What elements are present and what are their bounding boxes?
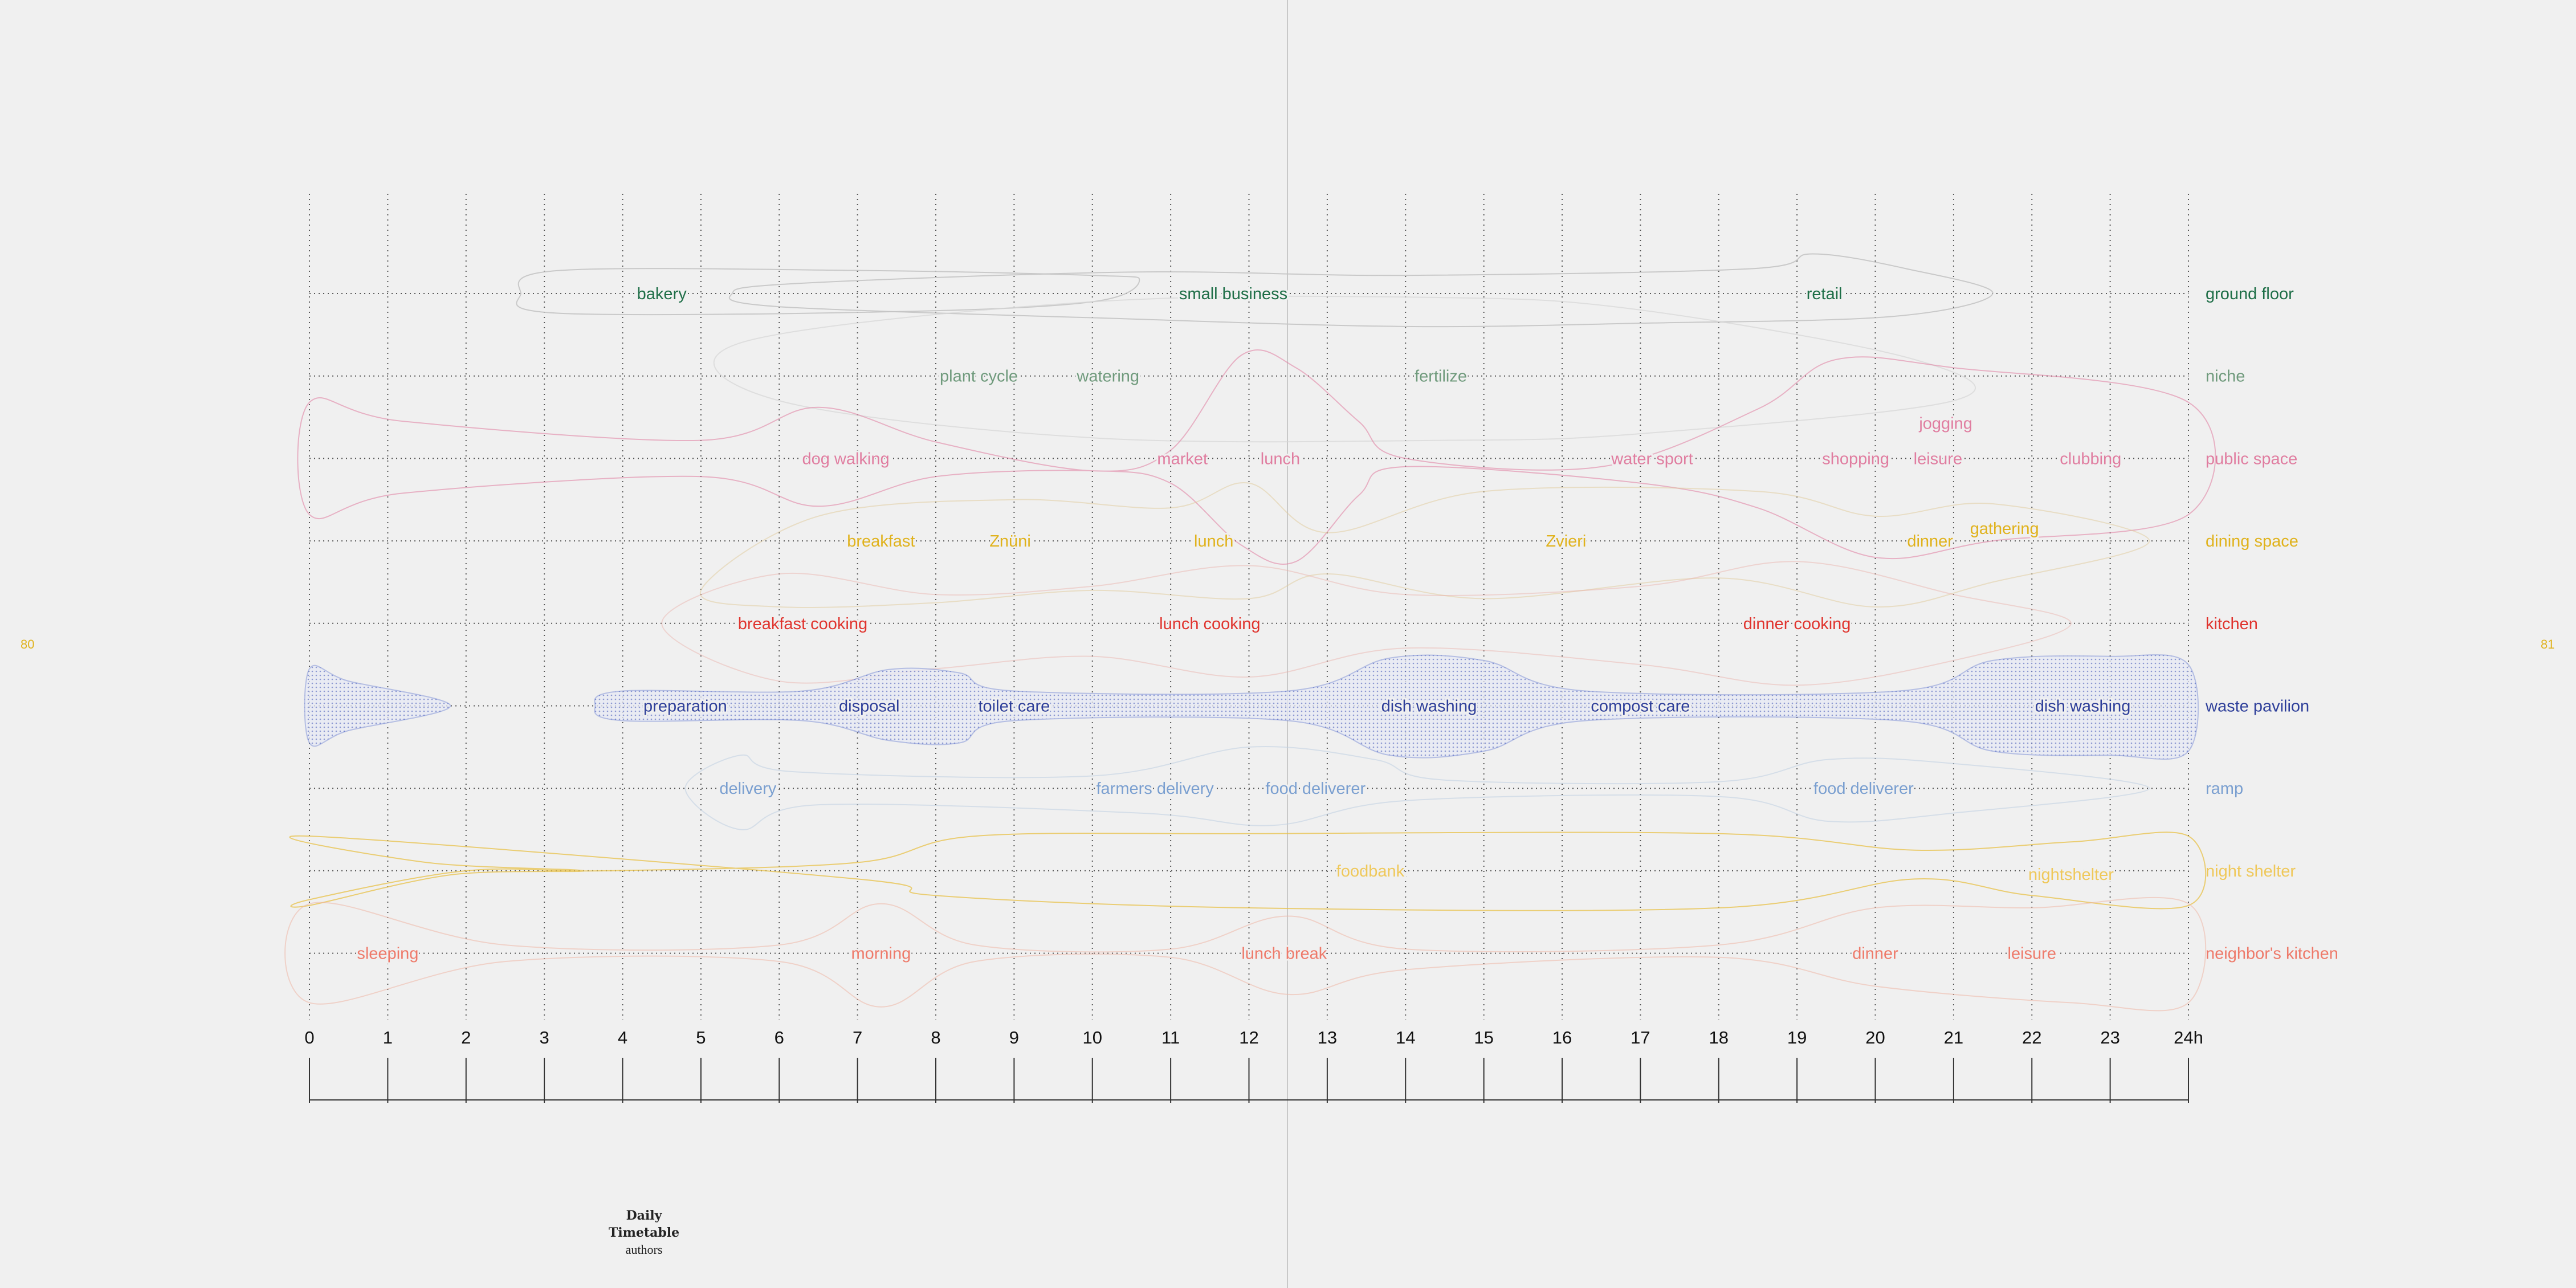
hour-gridlines: [309, 194, 2189, 1020]
activity-label: dog walking: [802, 450, 889, 468]
hour-tick-label: 9: [1009, 1028, 1019, 1047]
activity-label: jogging: [1918, 414, 1972, 433]
hour-tick-label: 5: [696, 1028, 706, 1047]
band-waste_pavilion: [304, 665, 451, 747]
activity-label: Zvieri: [1546, 532, 1586, 551]
row-label: waste pavilion: [2205, 698, 2309, 716]
row-label: ramp: [2206, 780, 2243, 798]
row-label: ground floor: [2206, 285, 2294, 303]
hour-tick-label: 10: [1083, 1028, 1102, 1047]
row-labels: ground floor niche public space dining spac…: [2205, 285, 2338, 963]
hour-tick-label: 4: [618, 1028, 627, 1047]
band-dining_space: [699, 482, 2150, 608]
hour-tick-label: 19: [1787, 1028, 1807, 1047]
activity-label: leisure: [2008, 945, 2056, 963]
hour-tick-label: 21: [1944, 1028, 1963, 1047]
hour-tick-label: 14: [1396, 1028, 1415, 1047]
band-niche: [713, 295, 1976, 443]
band-waste_pavilion_main: [594, 654, 2199, 760]
activity-label: dinner: [1852, 945, 1898, 963]
activity-label: watering: [1076, 368, 1139, 386]
activity-label: dish washing: [2035, 698, 2131, 716]
activity-label: dish washing: [1381, 698, 1477, 716]
activity-label: small business: [1179, 285, 1287, 303]
activity-label: market: [1157, 450, 1208, 468]
activity-bands: [284, 253, 2216, 1012]
activity-label: preparation: [643, 698, 727, 716]
row-label: night shelter: [2206, 862, 2296, 881]
hour-tick-label: 23: [2100, 1028, 2120, 1047]
activity-label: food deliverer: [1813, 780, 1914, 798]
hour-tick-label: 16: [1552, 1028, 1572, 1047]
activity-label: breakfast: [847, 532, 915, 551]
activity-label: dinner cooking: [1743, 615, 1851, 633]
row-label: kitchen: [2206, 615, 2258, 633]
activity-label: food deliverer: [1265, 780, 1366, 798]
hour-tick-label: 22: [2022, 1028, 2041, 1047]
activity-label: lunch: [1194, 532, 1233, 551]
band-neighbors_kitchen: [284, 896, 2207, 1012]
activity-label: Znüni: [989, 532, 1031, 551]
hour-tick-label: 24h: [2174, 1028, 2203, 1047]
activity-label: toilet care: [979, 698, 1050, 716]
hour-tick-label: 18: [1709, 1028, 1729, 1047]
caption-title: Daily Timetable: [608, 1208, 680, 1240]
activity-label: disposal: [839, 698, 899, 716]
hour-tick-label: 12: [1239, 1028, 1258, 1047]
hour-tick-label: 20: [1865, 1028, 1885, 1047]
hour-tick-label: 17: [1631, 1028, 1650, 1047]
activity-label: fertilize: [1415, 368, 1467, 386]
activity-label: foodbank: [1336, 862, 1405, 881]
activity-label: lunch cooking: [1159, 615, 1260, 633]
hour-tick-label: 15: [1474, 1028, 1493, 1047]
activity-label: breakfast cooking: [738, 615, 867, 633]
hour-tick-label: 0: [304, 1028, 314, 1047]
activity-label: farmers delivery: [1097, 780, 1214, 798]
hour-axis: 0 1 2 3 4 5 6 7 8 9 10 11 12 13 14 15 16 17 18 19 20 21 22 23 24…: [304, 1028, 2203, 1103]
activity-label: leisure: [1914, 450, 1962, 468]
band-ground_floor_business: [728, 253, 1994, 328]
activity-label: morning: [851, 945, 911, 963]
page-spine: [1287, 0, 1288, 1288]
hour-tick-label: 11: [1161, 1028, 1180, 1047]
row-label: neighbor's kitchen: [2206, 945, 2338, 963]
band-public_space: [297, 349, 2216, 565]
hour-tick-label: 7: [853, 1028, 862, 1047]
activity-label: shopping: [1822, 450, 1889, 468]
row-label: niche: [2206, 368, 2245, 386]
left-page-number: 80: [21, 637, 35, 651]
activity-label: nightshelter: [2028, 866, 2114, 884]
activity-label: bakery: [637, 285, 687, 303]
band-kitchen: [661, 561, 2072, 686]
activity-label: plant cycle: [940, 368, 1018, 386]
caption-subtitle: authors: [625, 1242, 663, 1257]
right-page-number: 81: [2541, 637, 2555, 651]
activity-label: water sport: [1611, 450, 1693, 468]
activity-label: lunch break: [1241, 945, 1327, 963]
band-ramp: [684, 745, 2150, 830]
activity-label: compost care: [1591, 698, 1690, 716]
activity-labels: bakery small business retail plant cycle wat…: [355, 283, 2132, 965]
caption: Daily Timetable authors: [593, 1207, 695, 1258]
row-label: public space: [2206, 450, 2297, 468]
band-ground_floor_bakery: [516, 268, 1140, 316]
hour-tick-label: 8: [931, 1028, 940, 1047]
activity-label: retail: [1807, 285, 1843, 303]
activity-label: dinner: [1907, 532, 1953, 551]
activity-label: gathering: [1970, 520, 2039, 538]
activity-label: lunch: [1261, 450, 1300, 468]
band-night_shelter: [289, 832, 2207, 911]
hour-tick-label: 3: [540, 1028, 549, 1047]
hour-tick-label: 2: [461, 1028, 471, 1047]
activity-label: clubbing: [2060, 450, 2121, 468]
row-label: dining space: [2206, 532, 2298, 551]
hour-tick-label: 13: [1318, 1028, 1337, 1047]
hour-tick-label: 6: [775, 1028, 784, 1047]
hour-tick-label: 1: [383, 1028, 393, 1047]
activity-label: delivery: [719, 780, 776, 798]
activity-label: sleeping: [357, 945, 418, 963]
